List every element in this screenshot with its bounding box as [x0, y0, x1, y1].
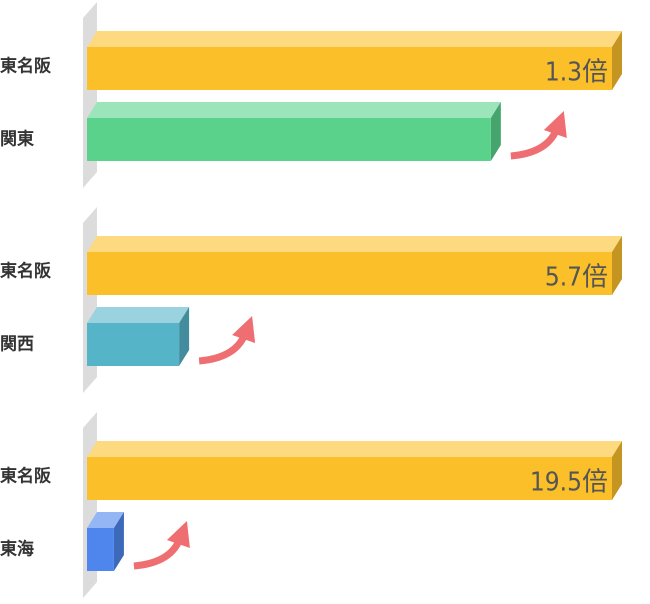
arrow-head: [166, 521, 190, 548]
arrow: [198, 334, 248, 365]
category-label: 関西: [0, 335, 34, 355]
category-label: 東海: [0, 539, 34, 560]
bar: [87, 323, 180, 366]
bar-top: [87, 512, 124, 528]
bar-top: [87, 441, 622, 457]
category-label: 関東: [0, 129, 34, 150]
bar-top: [87, 307, 190, 323]
arrow-head: [232, 316, 256, 343]
bar-top: [87, 31, 622, 47]
bar-side: [612, 31, 622, 90]
value-label: 19.5倍: [530, 468, 608, 498]
bar-side: [612, 236, 622, 295]
arrow: [133, 539, 183, 570]
arrow: [510, 129, 560, 160]
category-label: 東名阪: [0, 261, 51, 282]
bar-top: [87, 102, 501, 118]
bar: [87, 118, 491, 161]
bar-side: [490, 102, 501, 161]
bar: [87, 47, 612, 90]
arrow-head: [543, 111, 567, 138]
bar-top: [87, 236, 622, 252]
category-label: 東名阪: [0, 466, 51, 487]
bar: [87, 252, 612, 295]
category-label: 東名阪: [0, 56, 51, 77]
bar: [87, 528, 114, 571]
bar-side: [612, 441, 622, 500]
bar-side: [179, 307, 190, 366]
value-label: 5.7倍: [545, 263, 608, 293]
bar: [87, 457, 612, 500]
value-label: 1.3倍: [545, 58, 608, 88]
bar-side: [113, 512, 124, 571]
